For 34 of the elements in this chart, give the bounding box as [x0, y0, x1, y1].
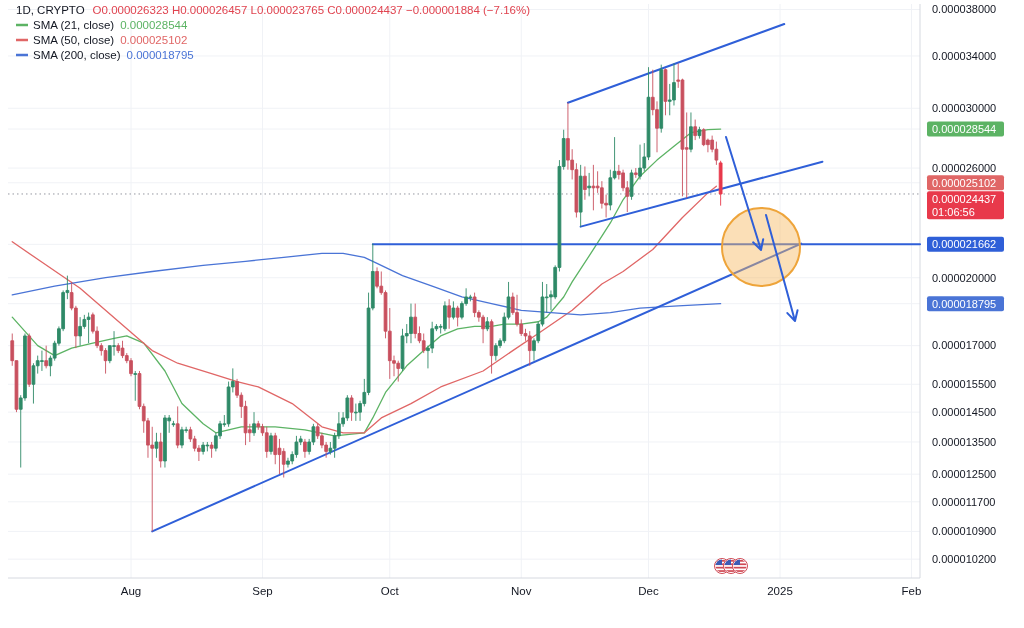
- x-tick-label: Sep: [252, 585, 273, 597]
- chart-title: 1D, CRYPTO: [16, 4, 85, 16]
- y-tick-label: 0.000020000: [932, 271, 997, 284]
- y-tick-label: 0.000030000: [932, 102, 997, 115]
- text: 0.000025102: [120, 34, 188, 46]
- y-tick-label: 0.000017000: [932, 339, 997, 352]
- y-tick-label: 0.000028544: [932, 122, 997, 135]
- y-tick-label: 0.000021662: [932, 238, 997, 251]
- x-tick-label: Oct: [380, 585, 400, 597]
- y-tick-label: 0.000026000: [932, 161, 997, 174]
- y-tick-label: 0.000034000: [932, 49, 997, 62]
- legend-label: SMA (50, close): [33, 34, 115, 46]
- x-tick-label: Aug: [120, 585, 142, 597]
- x-tick-label: 2025: [767, 585, 793, 597]
- chart-subtitle: O0.000026323 H0.000026457 L0.000023765 C0.000024437 −0.000001884 (−7.16%): [92, 4, 531, 16]
- y-tick-label: 0.000012500: [932, 468, 997, 481]
- x-tick-label: Nov: [511, 585, 532, 597]
- y-tick-label: 0.000010900: [932, 525, 997, 538]
- y-tick-label: 0.000011700: [932, 495, 996, 508]
- y-tick-label: 0.000018795: [932, 297, 997, 310]
- text: 0.000018795: [126, 49, 194, 61]
- legend-label: SMA (21, close): [33, 19, 115, 31]
- y-tick-label: 0.000010200: [932, 552, 997, 565]
- y-tick-label: 0.000025102: [932, 176, 997, 189]
- y-tick-label: 0.000014500: [932, 405, 997, 418]
- y-tick-label: 0.000013500: [932, 435, 997, 448]
- y-tick-label: 0.000038000: [932, 3, 997, 16]
- ref-line-label: 0.000024437: [932, 192, 997, 205]
- legend-label: SMA (200, close): [33, 49, 121, 61]
- y-tick-label: 0.000015500: [932, 378, 997, 391]
- text: 01:06:56: [932, 205, 975, 218]
- x-tick-label: Feb: [901, 585, 922, 597]
- x-tick-label: Dec: [638, 585, 659, 597]
- text: 0.000028544: [120, 19, 188, 31]
